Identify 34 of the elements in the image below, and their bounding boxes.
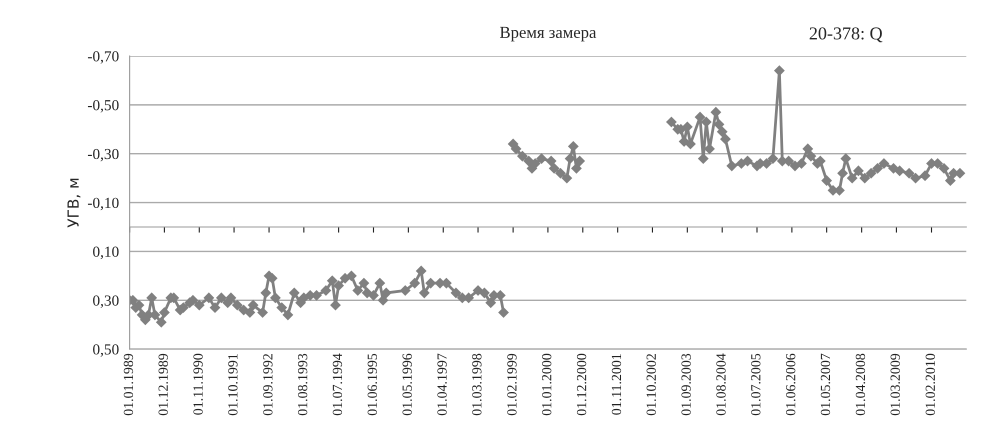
x-tick-label: 01.09.2003 [681, 354, 691, 416]
y-tick-label: -0,50 [88, 100, 119, 113]
x-tick-label: 01.04.1997 [437, 354, 447, 416]
x-tick-label: 01.09.1992 [263, 354, 273, 416]
x-tick-label: 01.06.2006 [786, 354, 796, 416]
x-tick-label: 01.01.2000 [542, 354, 552, 416]
y-tick-label: 0,50 [93, 344, 119, 357]
y-tick-label: 0,30 [93, 295, 119, 308]
x-tick-label: 01.02.1999 [507, 354, 517, 416]
x-tick-label: 01.06.1995 [368, 354, 378, 416]
y-tick-label: 0,10 [93, 246, 119, 260]
x-tick-label: 01.10.2002 [646, 354, 656, 416]
x-tick-label: 01.11.1990 [193, 354, 203, 415]
x-tick-label: 01.12.2000 [576, 354, 586, 416]
x-tick-label: 01.03.1998 [472, 354, 482, 416]
y-tick-label: -0,30 [88, 148, 119, 162]
x-tick-label: 01.11.2001 [612, 354, 622, 415]
y-tick-label: -0,10 [88, 198, 119, 210]
x-tick-label: 01.08.2004 [716, 353, 726, 416]
x-axis-title: Время замера [500, 26, 596, 42]
x-tick-label: 01.08.1993 [298, 354, 308, 416]
x-tick-label: 01.04.2008 [856, 354, 866, 416]
x-tick-label: 01.07.1994 [332, 353, 342, 416]
x-tick-label: 01.10.1991 [228, 354, 238, 416]
x-tick-label: 01.02.2010 [926, 354, 936, 416]
y-axis-title: УГВ, м [68, 178, 80, 228]
x-tick-label: 01.01.1989 [124, 354, 134, 416]
chart-title: 20-378: Q [810, 27, 882, 42]
y-tick-label: -0,70 [88, 51, 119, 64]
x-tick-label: 01.07.2005 [751, 354, 761, 416]
x-tick-label: 01.12.1989 [158, 354, 168, 416]
x-tick-label: 01.05.2007 [820, 354, 830, 416]
x-tick-label: 01.05.1996 [402, 354, 412, 416]
x-tick-label: 01.03.2009 [890, 354, 900, 416]
